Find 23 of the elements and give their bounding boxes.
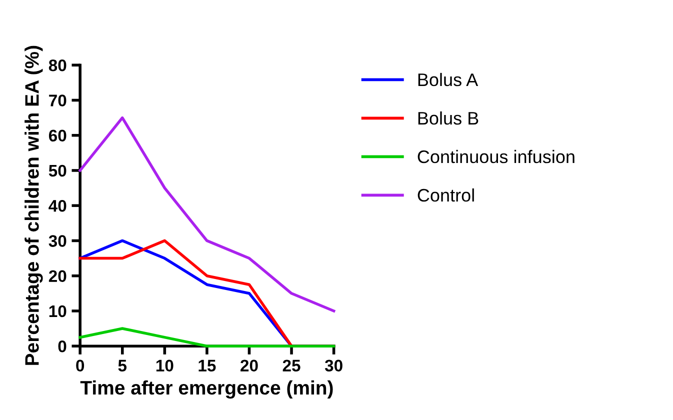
legend-label: Continuous infusion [418, 150, 574, 164]
legend-label: Bolus B [418, 111, 478, 125]
y-axis-title: Percentage of children with EA (%) [24, 46, 43, 365]
y-tick-label: 30 [48, 235, 66, 247]
y-tick-label: 70 [49, 94, 66, 106]
x-tick-label: 15 [198, 360, 216, 372]
x-tick-label: 0 [76, 360, 84, 372]
y-tick-label: 80 [48, 60, 66, 72]
x-tick-label: 25 [282, 360, 300, 372]
y-tick-label: 60 [48, 130, 66, 142]
x-axis-title: Time after emergence (min) [80, 380, 333, 399]
legend-label: Bolus A [418, 72, 478, 86]
y-tick-label: 40 [48, 200, 66, 212]
x-tick-label: 5 [118, 360, 127, 372]
y-tick-label: 20 [48, 270, 66, 282]
line-series [78, 116, 336, 312]
x-tick-label: 30 [324, 360, 342, 372]
x-tick-label: 10 [156, 360, 174, 372]
x-tick-label: 20 [240, 360, 258, 372]
y-tick-label: 50 [48, 164, 66, 177]
y-tick-label: 10 [49, 305, 66, 318]
y-tick-label: 0 [58, 340, 66, 352]
legend-label: Control [418, 188, 474, 202]
